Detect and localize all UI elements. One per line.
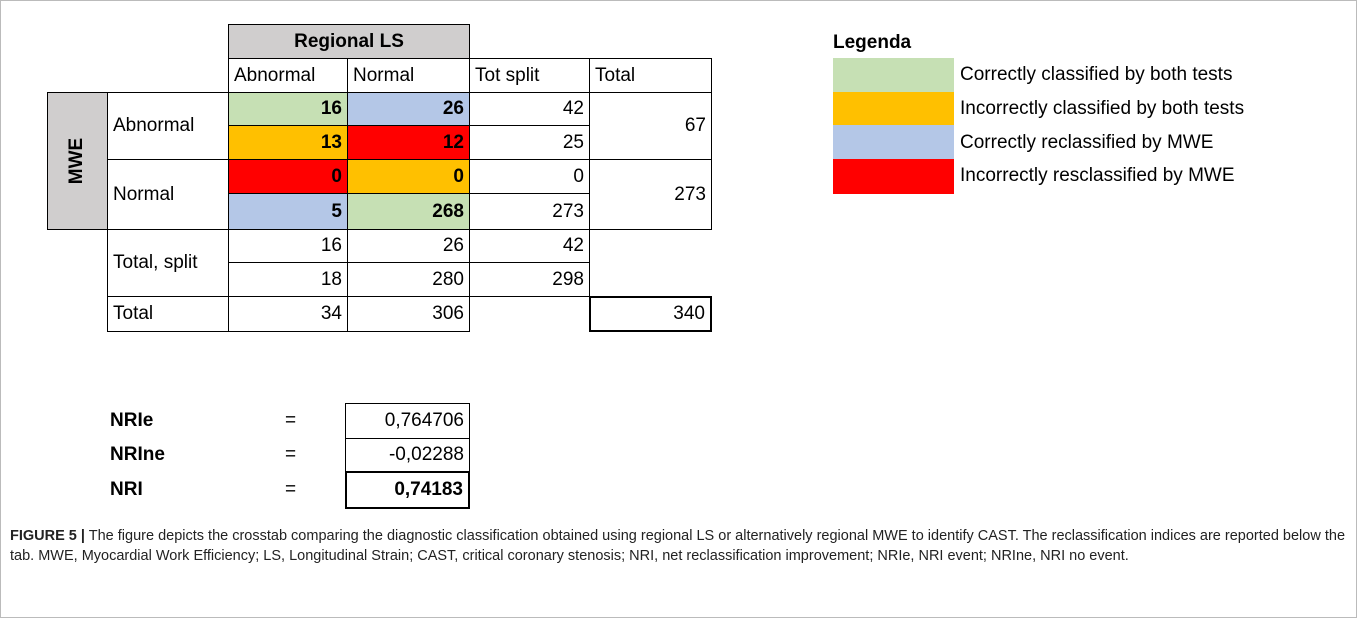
- cell: 42: [469, 229, 590, 263]
- cell: 26: [347, 229, 470, 263]
- cell: 18: [228, 262, 348, 297]
- legend-label: Incorrectly resclassified by MWE: [960, 165, 1235, 187]
- index-label: NRIne: [110, 444, 165, 465]
- caption: FIGURE 5 | The figure depicts the crosst…: [10, 526, 1345, 566]
- row-label: Total: [107, 296, 229, 332]
- cell: 280: [347, 262, 470, 297]
- cell: 16: [228, 92, 348, 126]
- legend-title: Legenda: [833, 31, 912, 53]
- caption-text: The figure depicts the crosstab comparin…: [10, 528, 1346, 564]
- index-sign: =: [284, 410, 297, 431]
- row-total: 273: [589, 159, 712, 230]
- cell: 306: [347, 296, 470, 332]
- legend-swatch: [833, 125, 954, 161]
- cell: 26: [347, 92, 470, 126]
- group-header: Regional LS: [228, 24, 470, 59]
- grand-total: 340: [589, 296, 712, 332]
- column-header: Total: [589, 58, 712, 93]
- index-value: 0,74183: [345, 471, 470, 509]
- cell: 268: [347, 193, 470, 230]
- index-value: 0,764706: [345, 403, 470, 439]
- legend-swatch: [833, 58, 954, 93]
- legend-label: Correctly classified by both tests: [960, 64, 1233, 86]
- cell: 13: [228, 125, 348, 160]
- row-group-label: MWE: [66, 137, 88, 185]
- cell: 0: [228, 159, 348, 194]
- legend-label: Correctly reclassified by MWE: [960, 131, 1214, 153]
- cell: 42: [469, 92, 590, 126]
- cell: 0: [469, 159, 590, 194]
- cell: 5: [228, 193, 348, 230]
- column-header: Tot split: [469, 58, 590, 93]
- caption-label: FIGURE 5 |: [10, 528, 85, 544]
- index-sign: =: [284, 479, 297, 500]
- cell: 16: [228, 229, 348, 263]
- index-label: NRI: [110, 479, 143, 500]
- cell: 34: [228, 296, 348, 332]
- cell: 273: [469, 193, 590, 230]
- row-label: Total, split: [107, 229, 229, 297]
- row-total: 67: [589, 92, 712, 160]
- index-sign: =: [284, 444, 297, 465]
- row-group: MWE: [47, 92, 108, 230]
- cell: 298: [469, 262, 590, 297]
- index-value: -0,02288: [345, 438, 470, 472]
- row-label: Normal: [107, 159, 229, 230]
- legend-swatch: [833, 91, 954, 127]
- legend-swatch: [833, 159, 954, 194]
- legend-label: Incorrectly classified by both tests: [960, 98, 1245, 120]
- column-header: Abnormal: [228, 58, 348, 93]
- column-header: Normal: [347, 58, 470, 93]
- index-label: NRIe: [110, 410, 154, 431]
- row-label: Abnormal: [107, 92, 229, 160]
- cell: 25: [469, 125, 590, 160]
- cell: 0: [347, 159, 470, 194]
- cell: 12: [347, 125, 470, 160]
